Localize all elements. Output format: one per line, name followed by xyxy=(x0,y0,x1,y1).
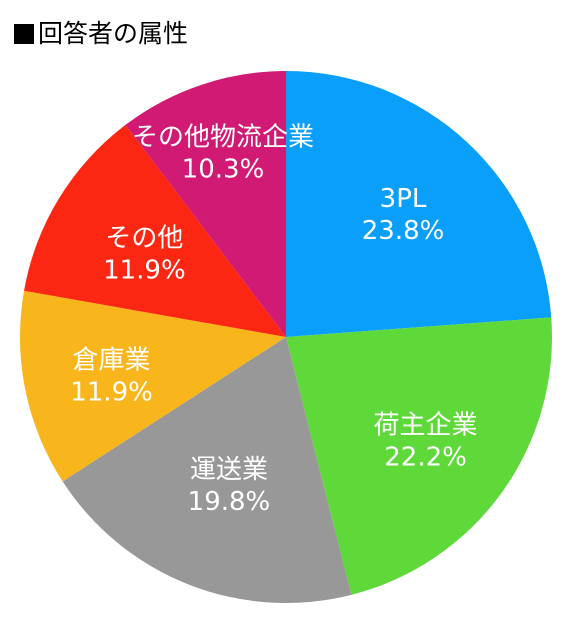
pie-slice xyxy=(286,71,552,337)
chart-title-text: 回答者の属性 xyxy=(38,19,189,48)
pie-slices xyxy=(19,71,553,603)
pie-slice xyxy=(125,71,286,337)
slice-value-label: 11.9% xyxy=(70,377,153,407)
slice-category-label: 荷主企業 xyxy=(374,411,478,441)
title-square-icon xyxy=(14,24,34,44)
pie-slice xyxy=(19,290,287,482)
slice-category-label: その他物流企業 xyxy=(132,122,314,152)
slice-value-label: 11.9% xyxy=(103,255,186,285)
pie-slice xyxy=(62,337,352,603)
pie-slice xyxy=(24,124,286,337)
slice-category-label: その他 xyxy=(105,223,183,253)
slice-value-label: 10.3% xyxy=(182,154,265,184)
slice-category-label: 運送業 xyxy=(190,455,268,485)
pie-slice xyxy=(286,317,553,595)
slice-value-label: 19.8% xyxy=(188,487,271,517)
slice-category-label: 3PL xyxy=(380,184,427,214)
slice-value-label: 22.2% xyxy=(384,443,467,473)
slice-category-label: 倉庫業 xyxy=(73,345,151,375)
pie-labels: 3PL23.8%荷主企業22.2%運送業19.8%倉庫業11.9%その他11.9… xyxy=(70,122,477,517)
chart-title: 回答者の属性 xyxy=(14,14,188,50)
slice-value-label: 23.8% xyxy=(362,216,445,246)
